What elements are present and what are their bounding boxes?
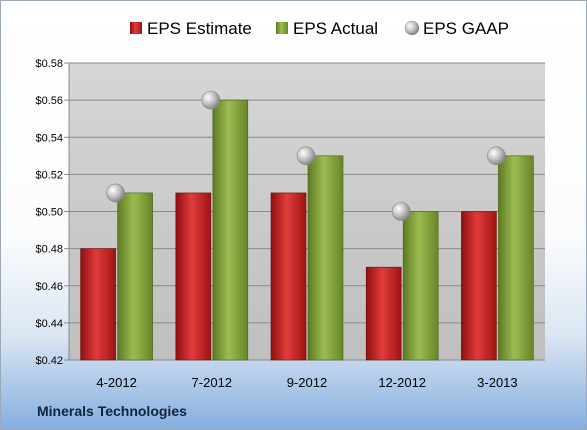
- bar-eps-estimate: [175, 192, 212, 361]
- bar-eps-actual: [117, 192, 153, 361]
- legend-label: EPS GAAP: [423, 19, 509, 38]
- x-tick-label: 9-2012: [287, 375, 327, 390]
- marker-eps-gaap: [296, 146, 316, 166]
- y-tick-label: $0.42: [35, 355, 63, 367]
- bar-eps-actual: [212, 99, 249, 361]
- marker-eps-gaap: [201, 90, 221, 110]
- x-axis: 4-2012 7-2012 9-2012 12-2012 3-2013: [96, 375, 517, 390]
- marker-eps-gaap: [487, 146, 506, 166]
- bar-eps-estimate: [365, 266, 402, 361]
- y-tick-label: $0.48: [35, 244, 63, 256]
- gaap-markers: [106, 90, 506, 221]
- bar-eps-actual: [402, 211, 439, 361]
- legend-label: EPS Estimate: [147, 19, 252, 38]
- bar-eps-actual: [307, 155, 344, 361]
- y-tick-label: $0.50: [35, 207, 63, 219]
- bar-eps-estimate: [270, 192, 307, 361]
- legend-swatch: [404, 20, 420, 36]
- bar-eps-actual: [498, 155, 534, 361]
- legend-swatch: [130, 22, 142, 34]
- y-tick-label: $0.58: [35, 58, 63, 70]
- y-tick-label: $0.56: [35, 95, 63, 107]
- bar-eps-estimate: [80, 248, 116, 361]
- company-name: Minerals Technologies: [37, 403, 187, 419]
- legend-label: EPS Actual: [293, 19, 378, 38]
- x-tick-label: 7-2012: [192, 375, 232, 390]
- y-tick-label: $0.54: [35, 132, 63, 144]
- marker-eps-gaap: [106, 183, 125, 203]
- x-tick-label: 4-2012: [96, 375, 136, 390]
- bars: [80, 99, 534, 361]
- legend: EPS Estimate EPS Actual EPS GAAP: [130, 19, 509, 38]
- y-tick-label: $0.46: [35, 281, 63, 293]
- bar-eps-estimate: [461, 211, 497, 361]
- y-tick-label: $0.52: [35, 169, 63, 181]
- x-tick-label: 12-2012: [378, 375, 426, 390]
- y-tick-label: $0.44: [35, 318, 63, 330]
- x-tick-label: 3-2013: [477, 375, 517, 390]
- legend-swatch: [276, 22, 288, 34]
- marker-eps-gaap: [391, 202, 411, 221]
